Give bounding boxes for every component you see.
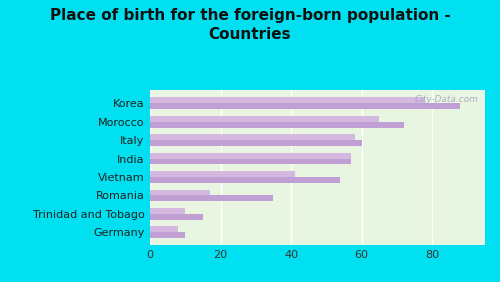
Bar bbox=[150, 122, 404, 127]
Bar bbox=[150, 103, 460, 109]
Text: Place of birth for the foreign-born population -
Countries: Place of birth for the foreign-born popu… bbox=[50, 8, 450, 42]
Bar bbox=[150, 208, 186, 214]
Bar bbox=[150, 171, 294, 177]
Bar bbox=[150, 116, 379, 122]
Bar bbox=[150, 195, 274, 201]
Bar bbox=[150, 214, 203, 220]
Bar bbox=[150, 226, 178, 232]
Bar bbox=[150, 232, 186, 238]
Text: City-Data.com: City-Data.com bbox=[414, 95, 478, 104]
Bar bbox=[150, 153, 351, 158]
Bar bbox=[150, 140, 362, 146]
Bar bbox=[150, 190, 210, 195]
Bar bbox=[150, 134, 354, 140]
Bar bbox=[150, 177, 340, 183]
Bar bbox=[150, 97, 425, 103]
Bar bbox=[150, 158, 351, 164]
